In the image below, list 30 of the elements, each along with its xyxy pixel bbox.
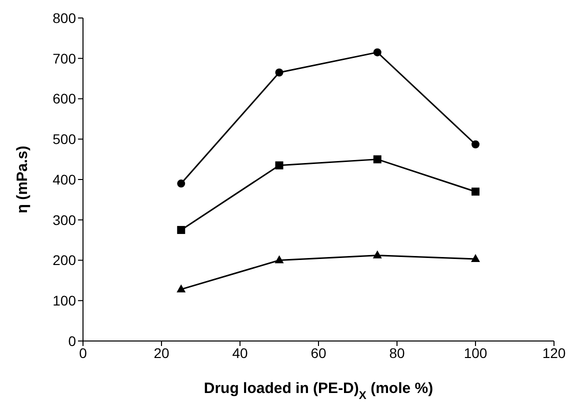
x-tick-label: 60 <box>310 344 326 361</box>
point <box>177 180 186 188</box>
y-tick-label: 300 <box>52 212 76 228</box>
point <box>275 68 284 77</box>
y-tick-label: 600 <box>52 90 76 107</box>
y-tick-label: 100 <box>52 292 76 309</box>
x-tick-label: 80 <box>389 344 405 361</box>
point <box>471 254 480 262</box>
y-tick-label: 0 <box>68 332 76 349</box>
x-tick-label: 0 <box>79 344 88 361</box>
point <box>373 155 382 164</box>
point <box>472 188 480 196</box>
y-tick-label: 200 <box>52 252 76 268</box>
y-axis-title: η (mPa.s) <box>14 146 31 214</box>
y-tick-label: 400 <box>52 171 76 188</box>
y-tick-label: 800 <box>52 10 76 26</box>
point <box>177 226 186 234</box>
x-tick-label: 40 <box>232 344 248 361</box>
x-tick-label: 20 <box>154 344 170 361</box>
point <box>274 255 284 264</box>
y-tick-label: 700 <box>52 50 76 66</box>
point <box>275 161 284 170</box>
x-tick-label: 120 <box>542 344 566 361</box>
y-tick-label: 500 <box>52 131 76 148</box>
point <box>176 284 186 292</box>
point <box>472 140 480 148</box>
x-tick-label: 100 <box>464 344 488 361</box>
point <box>373 48 382 56</box>
point <box>372 250 382 258</box>
x-axis-title: Drug loaded in (PE-D)$_{X}$ (mole %) <box>204 380 434 402</box>
